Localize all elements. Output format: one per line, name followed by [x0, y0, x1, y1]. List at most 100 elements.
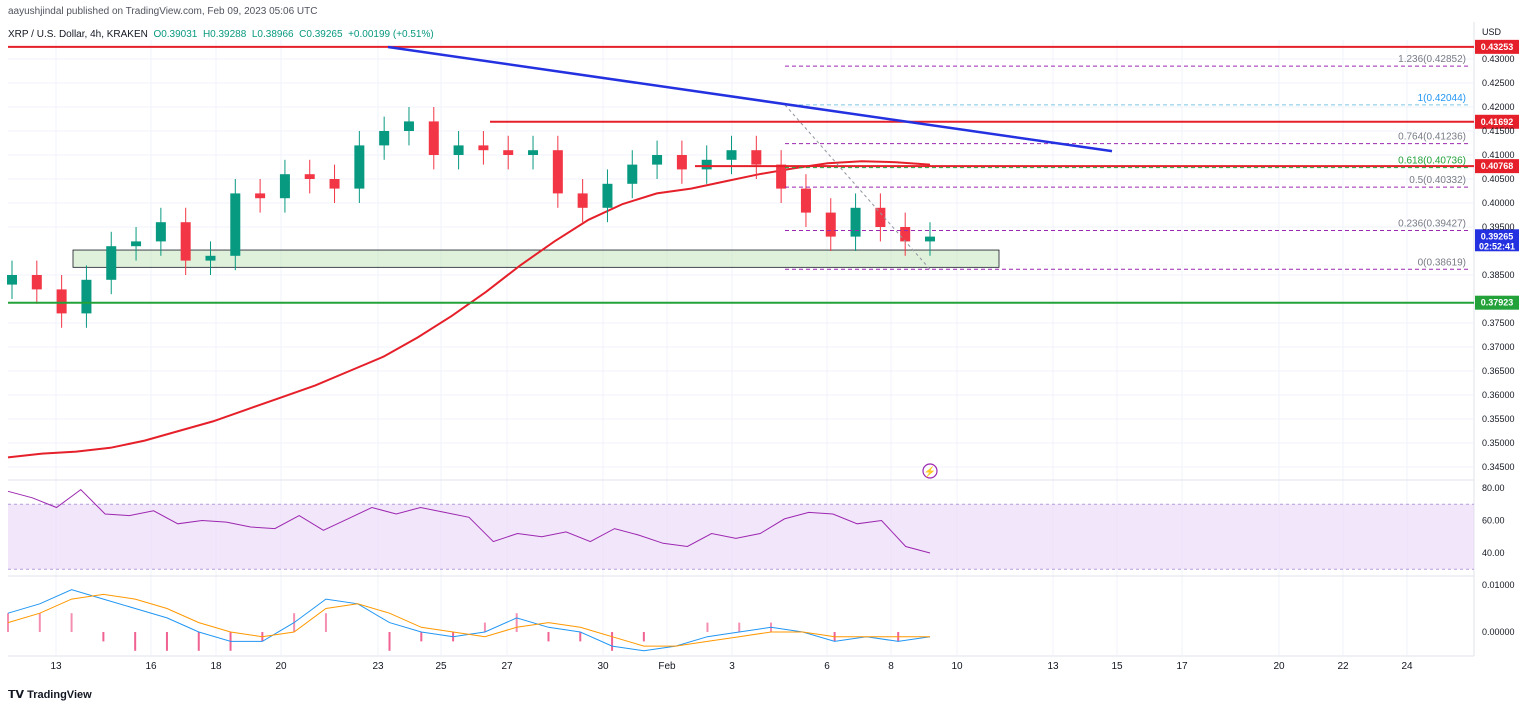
key-level-label: 0.41692 — [1481, 117, 1514, 127]
key-level-label: 0.40768 — [1481, 161, 1514, 171]
price-tick-label: 0.35500 — [1482, 414, 1515, 424]
candle-body — [106, 246, 117, 280]
date-tick-label: 3 — [729, 661, 735, 672]
date-tick-label: 18 — [210, 661, 222, 672]
fib-level-label: 0.236(0.39427) — [1398, 219, 1466, 230]
candle-body — [428, 121, 439, 155]
candle-body — [552, 150, 563, 194]
lightning-glyph: ⚡ — [924, 465, 936, 478]
price-tick-label: 0.37500 — [1482, 318, 1515, 328]
date-tick-label: 22 — [1337, 661, 1349, 672]
date-tick-label: 17 — [1176, 661, 1188, 672]
price-tick-label: 0.37000 — [1482, 342, 1515, 352]
candle-body — [131, 241, 142, 247]
open-value: O0.39031 — [153, 29, 198, 40]
date-tick-label: 24 — [1401, 661, 1413, 672]
candle-body — [652, 155, 663, 165]
candle-body — [403, 121, 414, 131]
fib-level-label: 0.618(0.40736) — [1398, 156, 1466, 167]
key-level-badge — [1475, 159, 1519, 174]
price-tick-label: 0.42000 — [1482, 102, 1515, 112]
price-tick-label: 0.36500 — [1482, 366, 1515, 376]
fib-level-label: 1.236(0.42852) — [1398, 54, 1466, 65]
fib-level-label: 1(0.42044) — [1418, 93, 1466, 104]
candle-body — [850, 207, 861, 237]
date-tick-label: 25 — [435, 661, 447, 672]
fib-level-label: 0(0.38619) — [1418, 257, 1466, 268]
candle-body — [875, 207, 886, 227]
logo-text: TradingView — [27, 689, 92, 701]
candle-body — [925, 236, 935, 242]
descending-trendline — [387, 45, 1113, 153]
fib-diagonal — [784, 104, 931, 270]
date-tick-label: 30 — [597, 661, 609, 672]
candle-body — [155, 222, 166, 242]
price-tick-label: 0.43000 — [1482, 54, 1515, 64]
date-tick-label: 27 — [501, 661, 513, 672]
symbol-legend: XRP / U.S. Dollar, 4h, KRAKEN O0.39031 H… — [8, 29, 434, 40]
price-tick-label: 0.34500 — [1482, 462, 1515, 472]
rsi-line — [7, 488, 931, 554]
candle-body — [453, 145, 464, 155]
date-tick-label: 20 — [1273, 661, 1285, 672]
tradingview-logo[interactable]: 𝗧𝗩 TradingView — [8, 688, 92, 701]
candle-body — [31, 275, 42, 290]
close-value: C0.39265 — [299, 29, 343, 40]
date-tick-label: 13 — [50, 661, 62, 672]
candle-body — [900, 227, 911, 242]
candle-body — [676, 155, 687, 170]
price-tick-label: 0.41000 — [1482, 150, 1515, 160]
rsi-tick-label: 60.00 — [1482, 516, 1505, 526]
macd-line — [7, 589, 931, 652]
fib-level-label: 0.5(0.40332) — [1409, 175, 1466, 186]
candle-body — [503, 150, 514, 155]
date-tick-label: Feb — [658, 661, 676, 672]
candle-body — [205, 255, 216, 261]
high-value: H0.39288 — [202, 29, 247, 40]
macd-tick-label: 0.00000 — [1482, 627, 1515, 637]
price-tick-label: 0.40000 — [1482, 198, 1515, 208]
candle-body — [776, 164, 787, 189]
price-tick-label: 0.40500 — [1482, 174, 1515, 184]
candle-body — [180, 222, 191, 261]
candle-body — [304, 174, 315, 179]
support-zone — [72, 249, 1000, 268]
candle-body — [379, 131, 390, 146]
candle-body — [701, 159, 712, 170]
date-tick-label: 6 — [824, 661, 830, 672]
candle-body — [528, 150, 539, 155]
publisher-line: aayushjindal published on TradingView.co… — [8, 6, 318, 17]
fib-level-label: 0.764(0.41236) — [1398, 132, 1466, 143]
candle-body — [627, 164, 638, 184]
axis-unit-label: USD — [1482, 27, 1502, 37]
tv-mark-icon: 𝗧𝗩 — [8, 689, 28, 701]
lightning-icon — [922, 463, 938, 479]
rsi-tick-label: 80.00 — [1482, 483, 1505, 493]
date-tick-label: 15 — [1111, 661, 1123, 672]
date-tick-label: 23 — [372, 661, 384, 672]
candle-body — [329, 179, 340, 189]
candle-body — [279, 174, 290, 199]
key-level-label: 0.43253 — [1481, 42, 1514, 52]
key-level-badge — [1475, 114, 1519, 129]
date-tick-label: 8 — [888, 661, 894, 672]
date-tick-label: 16 — [145, 661, 157, 672]
date-tick-label: 13 — [1047, 661, 1059, 672]
countdown-label: 02:52:41 — [1479, 241, 1515, 251]
candle-body — [7, 275, 17, 285]
candle-body — [577, 193, 588, 208]
moving-average-line — [7, 160, 931, 459]
price-tick-label: 0.38500 — [1482, 270, 1515, 280]
rsi-tick-label: 40.00 — [1482, 548, 1505, 558]
key-level-badge — [1475, 295, 1519, 310]
low-value: L0.38966 — [251, 29, 294, 40]
candle-body — [751, 150, 762, 165]
price-tick-label: 0.41500 — [1482, 126, 1515, 136]
change-value: +0.00199 (+0.51%) — [348, 29, 434, 40]
candle-body — [354, 145, 365, 189]
candle-body — [81, 279, 92, 314]
candle-body — [602, 183, 613, 208]
date-tick-label: 10 — [951, 661, 963, 672]
symbol-title: XRP / U.S. Dollar, 4h, KRAKEN — [8, 29, 148, 40]
